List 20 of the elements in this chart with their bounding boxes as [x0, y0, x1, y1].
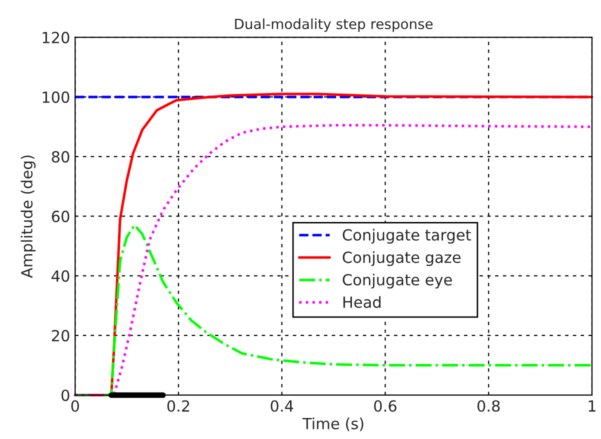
legend-label: Conjugate target: [342, 228, 471, 244]
legend-label: Conjugate gaze: [342, 251, 461, 266]
y-tick-label: 120: [42, 32, 70, 44]
x-axis-title: Time (s): [302, 418, 364, 432]
x-tick-label: 1: [588, 400, 596, 412]
y-tick-label: 0: [62, 390, 70, 402]
x-tick-label: 0: [71, 400, 79, 412]
y-tick-label: 20: [52, 330, 70, 342]
y-tick-label: 40: [52, 270, 70, 282]
y-axis-title: Amplitude (deg): [20, 156, 36, 278]
x-tick-label: 0.4: [270, 400, 294, 412]
x-tick-label: 0.8: [477, 400, 500, 412]
y-tick-label: 80: [52, 151, 70, 163]
x-tick-label: 0.2: [167, 400, 190, 412]
legend-label: Conjugate eye: [342, 274, 452, 288]
x-tick-label: 0.6: [374, 400, 396, 412]
legend-label: Head: [343, 296, 380, 308]
chart-title: Dual-modality step response: [235, 18, 433, 32]
y-tick-label: 100: [42, 91, 70, 103]
y-tick-label: 60: [52, 210, 70, 222]
